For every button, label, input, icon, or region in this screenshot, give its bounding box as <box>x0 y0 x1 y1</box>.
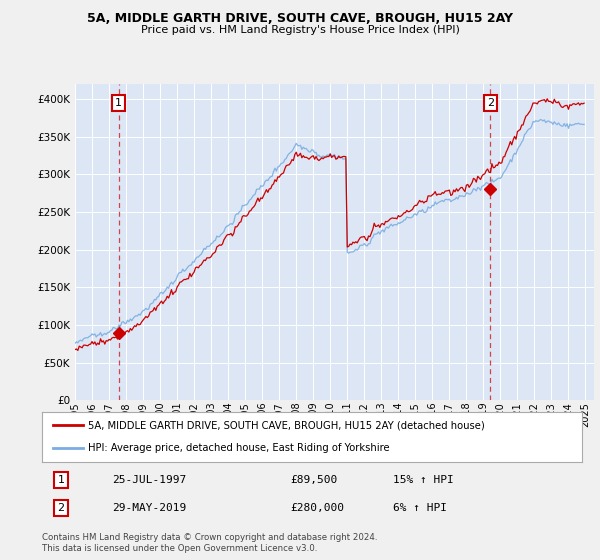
Text: Contains HM Land Registry data © Crown copyright and database right 2024.
This d: Contains HM Land Registry data © Crown c… <box>42 533 377 553</box>
Text: 25-JUL-1997: 25-JUL-1997 <box>112 475 187 484</box>
Text: 2: 2 <box>487 98 494 108</box>
Text: £280,000: £280,000 <box>290 503 344 513</box>
Text: £89,500: £89,500 <box>290 475 338 484</box>
Text: 15% ↑ HPI: 15% ↑ HPI <box>393 475 454 484</box>
Text: 6% ↑ HPI: 6% ↑ HPI <box>393 503 447 513</box>
Text: 5A, MIDDLE GARTH DRIVE, SOUTH CAVE, BROUGH, HU15 2AY (detached house): 5A, MIDDLE GARTH DRIVE, SOUTH CAVE, BROU… <box>88 420 485 430</box>
Text: 2: 2 <box>58 503 64 513</box>
Text: HPI: Average price, detached house, East Riding of Yorkshire: HPI: Average price, detached house, East… <box>88 444 389 454</box>
Text: 5A, MIDDLE GARTH DRIVE, SOUTH CAVE, BROUGH, HU15 2AY: 5A, MIDDLE GARTH DRIVE, SOUTH CAVE, BROU… <box>87 12 513 25</box>
Text: 29-MAY-2019: 29-MAY-2019 <box>112 503 187 513</box>
Text: 1: 1 <box>58 475 64 484</box>
Text: 1: 1 <box>115 98 122 108</box>
Text: Price paid vs. HM Land Registry's House Price Index (HPI): Price paid vs. HM Land Registry's House … <box>140 25 460 35</box>
